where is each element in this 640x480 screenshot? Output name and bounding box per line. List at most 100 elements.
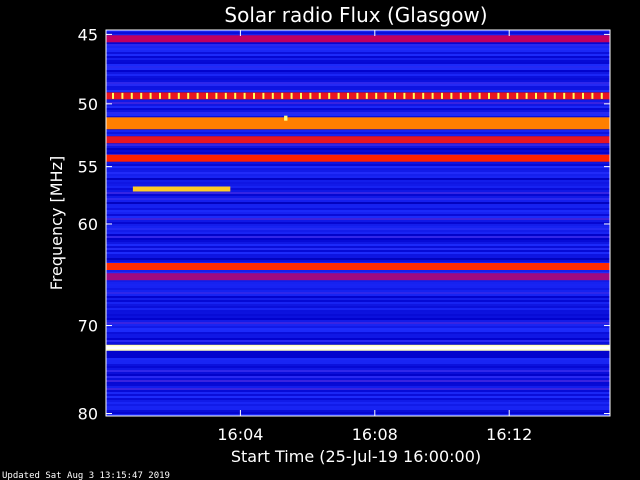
noise-row (106, 306, 610, 308)
noise-row (106, 286, 610, 288)
noise-row (106, 240, 610, 242)
periodic-spike (159, 92, 161, 99)
noise-row (106, 152, 610, 154)
periodic-spike (253, 92, 255, 99)
noise-row (106, 44, 610, 46)
periodic-spike (525, 92, 528, 99)
noise-row (106, 400, 610, 402)
noise-row (106, 104, 610, 106)
noise-row (106, 250, 610, 252)
noise-row (106, 188, 610, 190)
periodic-spike (234, 92, 237, 99)
periodic-spike (243, 92, 246, 99)
noise-row (106, 360, 610, 362)
noise-row (106, 374, 610, 376)
x-tick-label: 16:12 (486, 425, 532, 444)
noise-row (106, 334, 610, 336)
noise-row (106, 406, 610, 408)
noise-row (106, 58, 610, 60)
periodic-spike (516, 92, 519, 99)
band-3 (106, 136, 610, 144)
noise-row (106, 242, 610, 244)
noise-row (106, 202, 610, 204)
noise-row (106, 180, 610, 182)
x-tick-label: 16:08 (352, 425, 398, 444)
noise-row (106, 134, 610, 136)
noise-row (106, 198, 610, 200)
noise-row (106, 232, 610, 234)
noise-row (106, 386, 610, 388)
noise-row (106, 366, 610, 368)
noise-row (106, 66, 610, 68)
noise-row (106, 318, 610, 320)
band-2 (106, 117, 610, 130)
noise-row (106, 398, 610, 400)
noise-row (106, 378, 610, 380)
periodic-spike (290, 92, 293, 99)
noise-row (106, 284, 610, 286)
noise-row (106, 132, 610, 134)
band-5 (106, 262, 610, 270)
noise-row (106, 62, 610, 64)
noise-row (106, 302, 610, 304)
noise-row (106, 30, 610, 32)
noise-row (106, 414, 610, 416)
noise-row (106, 410, 610, 412)
noise-row (106, 172, 610, 174)
noise-row (106, 228, 610, 230)
noise-row (106, 254, 610, 256)
noise-row (106, 208, 610, 210)
noise-row (106, 236, 610, 238)
band-core-7 (106, 346, 610, 350)
noise-row (106, 252, 610, 254)
noise-row (106, 196, 610, 198)
periodic-spike (506, 92, 509, 99)
noise-row (106, 182, 610, 184)
noise-row (106, 70, 610, 72)
periodic-spike (582, 92, 584, 99)
noise-row (106, 260, 610, 262)
noise-row (106, 362, 610, 364)
noise-row (106, 312, 610, 314)
noise-row (106, 148, 610, 150)
noise-row (106, 84, 610, 86)
noise-row (106, 78, 610, 80)
noise-row (106, 320, 610, 322)
noise-row (106, 212, 610, 214)
periodic-spike (563, 92, 566, 99)
noise-row (106, 42, 610, 44)
periodic-spike (309, 92, 312, 99)
noise-row (106, 200, 610, 202)
periodic-spike (394, 92, 396, 99)
periodic-spike (347, 92, 349, 99)
noise-row (106, 166, 610, 168)
band-0 (106, 35, 610, 43)
periodic-spike (544, 92, 547, 99)
noise-row (106, 32, 610, 34)
periodic-spike (206, 92, 208, 99)
periodic-spike (600, 92, 603, 99)
noise-row (106, 164, 610, 166)
band-4 (106, 154, 610, 162)
periodic-spike (271, 92, 274, 99)
noise-row (106, 60, 610, 62)
noise-row (106, 216, 610, 218)
y-tick-label: 80 (78, 405, 98, 424)
noise-row (106, 178, 610, 180)
noise-row (106, 222, 610, 224)
noise-row (106, 52, 610, 54)
noise-row (106, 354, 610, 356)
periodic-spike (478, 92, 481, 99)
noise-row (106, 412, 610, 414)
periodic-spike (535, 92, 537, 99)
noise-row (106, 372, 610, 374)
chart-title: Solar radio Flux (Glasgow) (224, 3, 487, 27)
noise-row (106, 176, 610, 178)
noise-row (106, 130, 610, 132)
periodic-spike (412, 92, 415, 99)
y-tick-label: 45 (78, 25, 98, 44)
periodic-spike (318, 92, 321, 99)
periodic-spike (441, 92, 443, 99)
burst-0 (132, 186, 231, 192)
